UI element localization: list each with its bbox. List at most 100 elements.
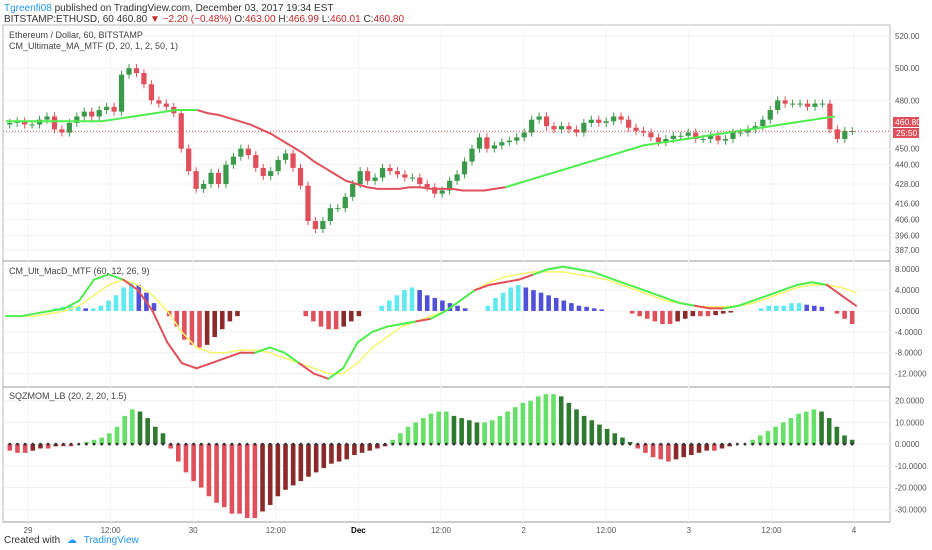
candle-body [320,221,326,230]
x-tick-label: 12:00 [761,526,782,535]
candle-body [529,119,535,133]
squeeze-bar [535,396,541,445]
squeeze-dot [490,442,494,446]
macd-line [752,294,770,302]
candle-body [365,171,371,181]
candle-body [208,172,214,185]
y-tick-label-sqz: -30.0000 [895,505,927,514]
macd-hist-bar [394,295,400,311]
macd-hist-bar [720,310,726,314]
moving-average-line [505,115,835,189]
squeeze-bar [635,444,641,449]
macd-hist-bar [197,310,202,348]
macd-line [649,291,667,299]
candle-body [342,196,348,209]
candle-body [312,221,319,230]
squeeze-dot [552,442,555,446]
squeeze-dot [536,442,540,446]
candle-body [454,174,460,181]
signal-line [650,294,667,302]
y-tick-label-main: 428.00 [895,180,920,189]
candle-body [596,119,602,123]
macd-hist-bar [235,310,240,317]
macd-hist-bar [796,303,802,311]
macd-line [298,362,315,375]
squeeze-bar [750,439,755,445]
price-pane[interactable] [3,64,890,234]
macd-line [254,346,271,354]
squeeze-dot [230,442,234,446]
x-tick-label: 29 [24,526,33,535]
candle-body [536,116,542,120]
high-label: H: [278,14,289,25]
x-tick-label: 12:00 [431,526,452,535]
macd-hist-bar [349,310,354,322]
y-tick-label-macd: -8.0000 [895,349,923,358]
squeeze-dot [222,442,226,446]
macd-hist-bar [531,290,536,311]
candle-body [707,135,714,139]
squeeze-dot [69,442,73,446]
squeeze-bar [260,444,265,512]
candle-body [89,111,95,117]
candle-body [290,153,296,168]
macd-line [693,304,711,310]
squeeze-dot [644,442,647,446]
squeeze-bar [421,418,426,445]
signal-line [767,291,784,299]
macd-line [180,362,198,370]
macd-hist-bar [485,305,491,311]
candle-body [282,153,289,160]
macd-hist-bar [660,310,665,324]
squeeze-bar [765,431,771,445]
cloud-icon: ☁ [66,535,77,546]
squeeze-bar [176,444,181,462]
signal-line [503,273,520,278]
squeeze-bar [712,444,717,451]
macd-line [342,341,359,370]
candle-body [111,106,117,112]
username-link[interactable]: Tgreenfi08 [4,3,52,14]
macd-hist-bar [128,282,134,311]
candle-body [514,137,520,141]
signal-line [166,310,183,333]
y-tick-label-main: 396.00 [895,231,920,240]
candle-body [775,100,781,111]
tradingview-brand[interactable]: TradingView [83,535,139,546]
squeeze-dot [429,442,433,446]
macd-line [430,309,447,320]
squeeze-dot [820,442,823,446]
y-tick-label-macd: 0.0000 [895,307,920,316]
macd-hist-bar [758,308,764,311]
squeeze-dot [506,442,509,446]
signal-line [49,310,66,315]
macd-hist-bar [667,310,673,324]
signal-line [591,276,608,281]
candle-body [66,122,72,133]
squeeze-dot [529,442,532,446]
close-value: 460.80 [373,14,405,25]
macd-hist-bar [227,310,233,322]
candle-body [700,138,706,140]
macd-hist-bar [834,310,840,314]
squeeze-pane[interactable] [7,394,855,518]
squeeze-bar [191,444,196,482]
candle-body [238,148,244,157]
squeeze-bar [466,420,472,445]
macd-line [371,325,389,333]
signal-line [63,304,81,312]
squeeze-bar [398,433,403,445]
squeeze-dot [575,442,578,446]
squeeze-bar [543,394,549,445]
macd-hist-bar [584,306,589,311]
macd-pane[interactable] [5,265,857,380]
macd-hist-bar [629,310,635,314]
signal-line [342,362,359,375]
candle-body [275,159,281,172]
signal-line [269,351,286,359]
squeeze-bar [183,444,189,473]
squeeze-bar [375,444,380,449]
signal-line [752,297,769,304]
symbol-text[interactable]: BITSTAMP:ETHUSD, 60 [4,14,114,25]
